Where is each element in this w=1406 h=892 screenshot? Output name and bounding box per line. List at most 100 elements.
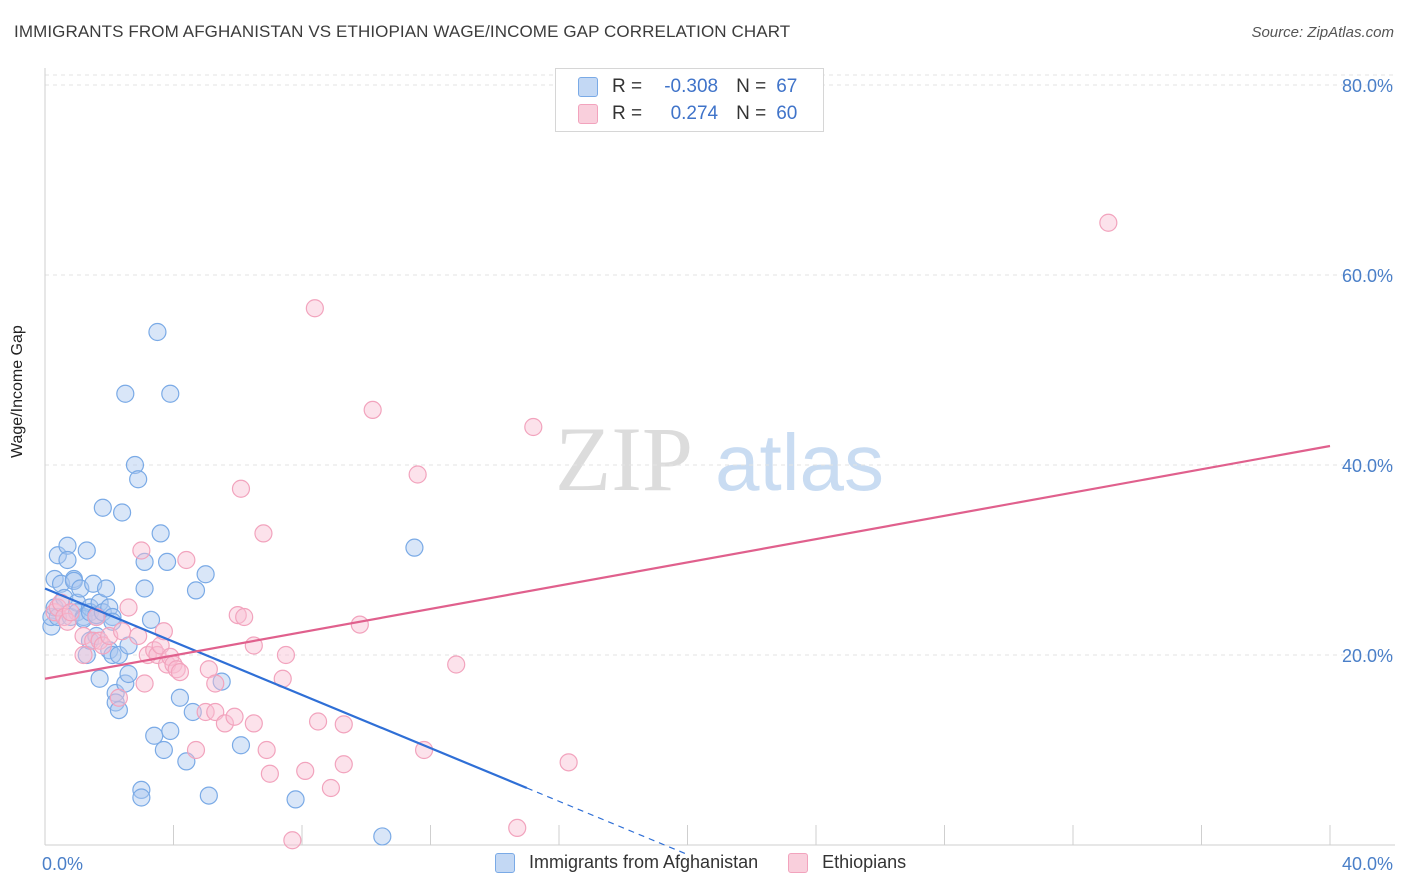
- afghanistan-point: [112, 503, 132, 522]
- ethiopians-point: [447, 655, 466, 674]
- afghanistan-point: [77, 541, 96, 560]
- y-tick-label: 40.0%: [1342, 456, 1393, 476]
- ethiopians-point: [276, 645, 296, 665]
- afghanistan-point: [196, 565, 215, 584]
- afghanistan-point: [129, 470, 148, 489]
- series-label-ethiopians: Ethiopians: [822, 852, 907, 872]
- afghanistan-point: [103, 645, 122, 665]
- ethiopians-point: [244, 714, 263, 733]
- ethiopians-point: [1099, 213, 1118, 232]
- ethiopians-point: [228, 605, 247, 625]
- ethiopians-point: [334, 755, 353, 774]
- afghanistan-point: [116, 384, 135, 403]
- ethiopians-point: [215, 714, 234, 733]
- afghanistan-point: [109, 645, 128, 665]
- ethiopians-point: [206, 674, 225, 693]
- series-swatch-afghanistan: [495, 852, 515, 873]
- afghanistan-point: [141, 610, 161, 629]
- series-legend-ethiopians: Ethiopians: [788, 852, 906, 873]
- chart-source: Source: ZipAtlas.com: [1251, 24, 1394, 41]
- afghanistan-point: [125, 455, 145, 475]
- afghanistan-point: [148, 322, 167, 342]
- watermark-zip: ZIP: [555, 408, 693, 510]
- ethiopians-point: [177, 550, 196, 570]
- afghanistan-point: [96, 579, 116, 598]
- afghanistan-point: [119, 664, 138, 684]
- afghanistan-point: [212, 672, 231, 691]
- ethiopians-point: [296, 761, 315, 781]
- ethiopians-point: [363, 400, 382, 419]
- y-tick-label: 80.0%: [1342, 76, 1393, 96]
- afghanistan-point: [132, 788, 151, 807]
- ethiopians-point: [61, 603, 80, 622]
- afghanistan-point: [151, 524, 170, 543]
- ethiopians-point: [260, 764, 279, 783]
- afghanistan-point: [373, 827, 392, 846]
- afghanistan-point: [170, 688, 190, 707]
- afghanistan-point: [183, 702, 202, 722]
- ethiopians-point: [235, 607, 254, 627]
- afghanistan-point: [64, 571, 84, 591]
- y-tick-label: 60.0%: [1342, 266, 1393, 286]
- afghanistan-point: [48, 546, 67, 565]
- afghanistan-point: [132, 780, 151, 800]
- afghanistan-point: [135, 552, 154, 572]
- ethiopians-point: [109, 688, 128, 707]
- ethiopians-point: [167, 660, 186, 679]
- x-tick-label: 0.0%: [42, 854, 83, 874]
- legend-row-afghanistan: R = -0.308 N = 67: [578, 74, 797, 100]
- series-legend: Immigrants from Afghanistan Ethiopians: [495, 852, 936, 873]
- afghanistan-point: [58, 550, 77, 570]
- ethiopians-point: [254, 524, 273, 543]
- afghanistan-point: [154, 740, 173, 760]
- afghanistan-point: [231, 736, 251, 755]
- ethiopians-point: [334, 715, 353, 734]
- legend-swatch-ethiopians: [578, 104, 598, 124]
- correlation-legend: R = -0.308 N = 67 R = 0.274 N = 60: [555, 68, 824, 132]
- ethiopians-point: [132, 541, 151, 560]
- ethiopians-point: [559, 753, 578, 772]
- afghanistan-point: [199, 786, 218, 805]
- series-legend-afghanistan: Immigrants from Afghanistan: [495, 852, 758, 873]
- legend-row-ethiopians: R = 0.274 N = 60: [578, 101, 797, 127]
- chart-title: IMMIGRANTS FROM AFGHANISTAN VS ETHIOPIAN…: [14, 22, 791, 41]
- series-label-afghanistan: Immigrants from Afghanistan: [529, 852, 759, 872]
- afghanistan-point: [135, 579, 154, 598]
- ethiopians-point: [93, 636, 112, 655]
- ethiopians-point: [408, 465, 427, 484]
- ethiopians-point: [186, 740, 206, 760]
- afghanistan-point: [186, 581, 206, 600]
- x-tick-label: 40.0%: [1342, 854, 1393, 874]
- afghanistan-point: [405, 538, 424, 557]
- ethiopians-trend-line: [44, 444, 1331, 680]
- ethiopians-point: [231, 479, 251, 498]
- series-swatch-ethiopians: [788, 852, 809, 873]
- afghanistan-point: [161, 384, 180, 403]
- afghanistan-point: [157, 552, 177, 572]
- legend-n-label: N =: [736, 76, 767, 97]
- ethiopians-point: [170, 662, 190, 682]
- ethiopians-point: [225, 707, 244, 726]
- afghanistan-point: [93, 498, 112, 517]
- legend-swatch-afghanistan: [578, 77, 598, 97]
- legend-n-value: 67: [776, 76, 798, 97]
- legend-n-value: 60: [776, 103, 798, 124]
- legend-n-label: N =: [736, 103, 767, 124]
- ethiopians-point: [283, 831, 302, 850]
- ethiopians-point: [74, 645, 93, 665]
- afghanistan-trend-extension: [526, 787, 688, 856]
- afghanistan-trend-line: [44, 587, 528, 790]
- watermark-atlas: atlas: [715, 418, 884, 507]
- afghanistan-point: [161, 721, 180, 741]
- afghanistan-point: [109, 700, 128, 720]
- y-tick-label: 20.0%: [1342, 646, 1393, 666]
- ethiopians-point: [58, 612, 77, 631]
- ethiopians-point: [305, 299, 324, 318]
- ethiopians-point: [119, 598, 138, 617]
- ethiopians-point: [524, 417, 543, 437]
- legend-r-label: R =: [612, 76, 643, 97]
- ethiopians-point: [321, 778, 341, 798]
- legend-r-label: R =: [612, 103, 643, 124]
- afghanistan-point: [58, 536, 77, 555]
